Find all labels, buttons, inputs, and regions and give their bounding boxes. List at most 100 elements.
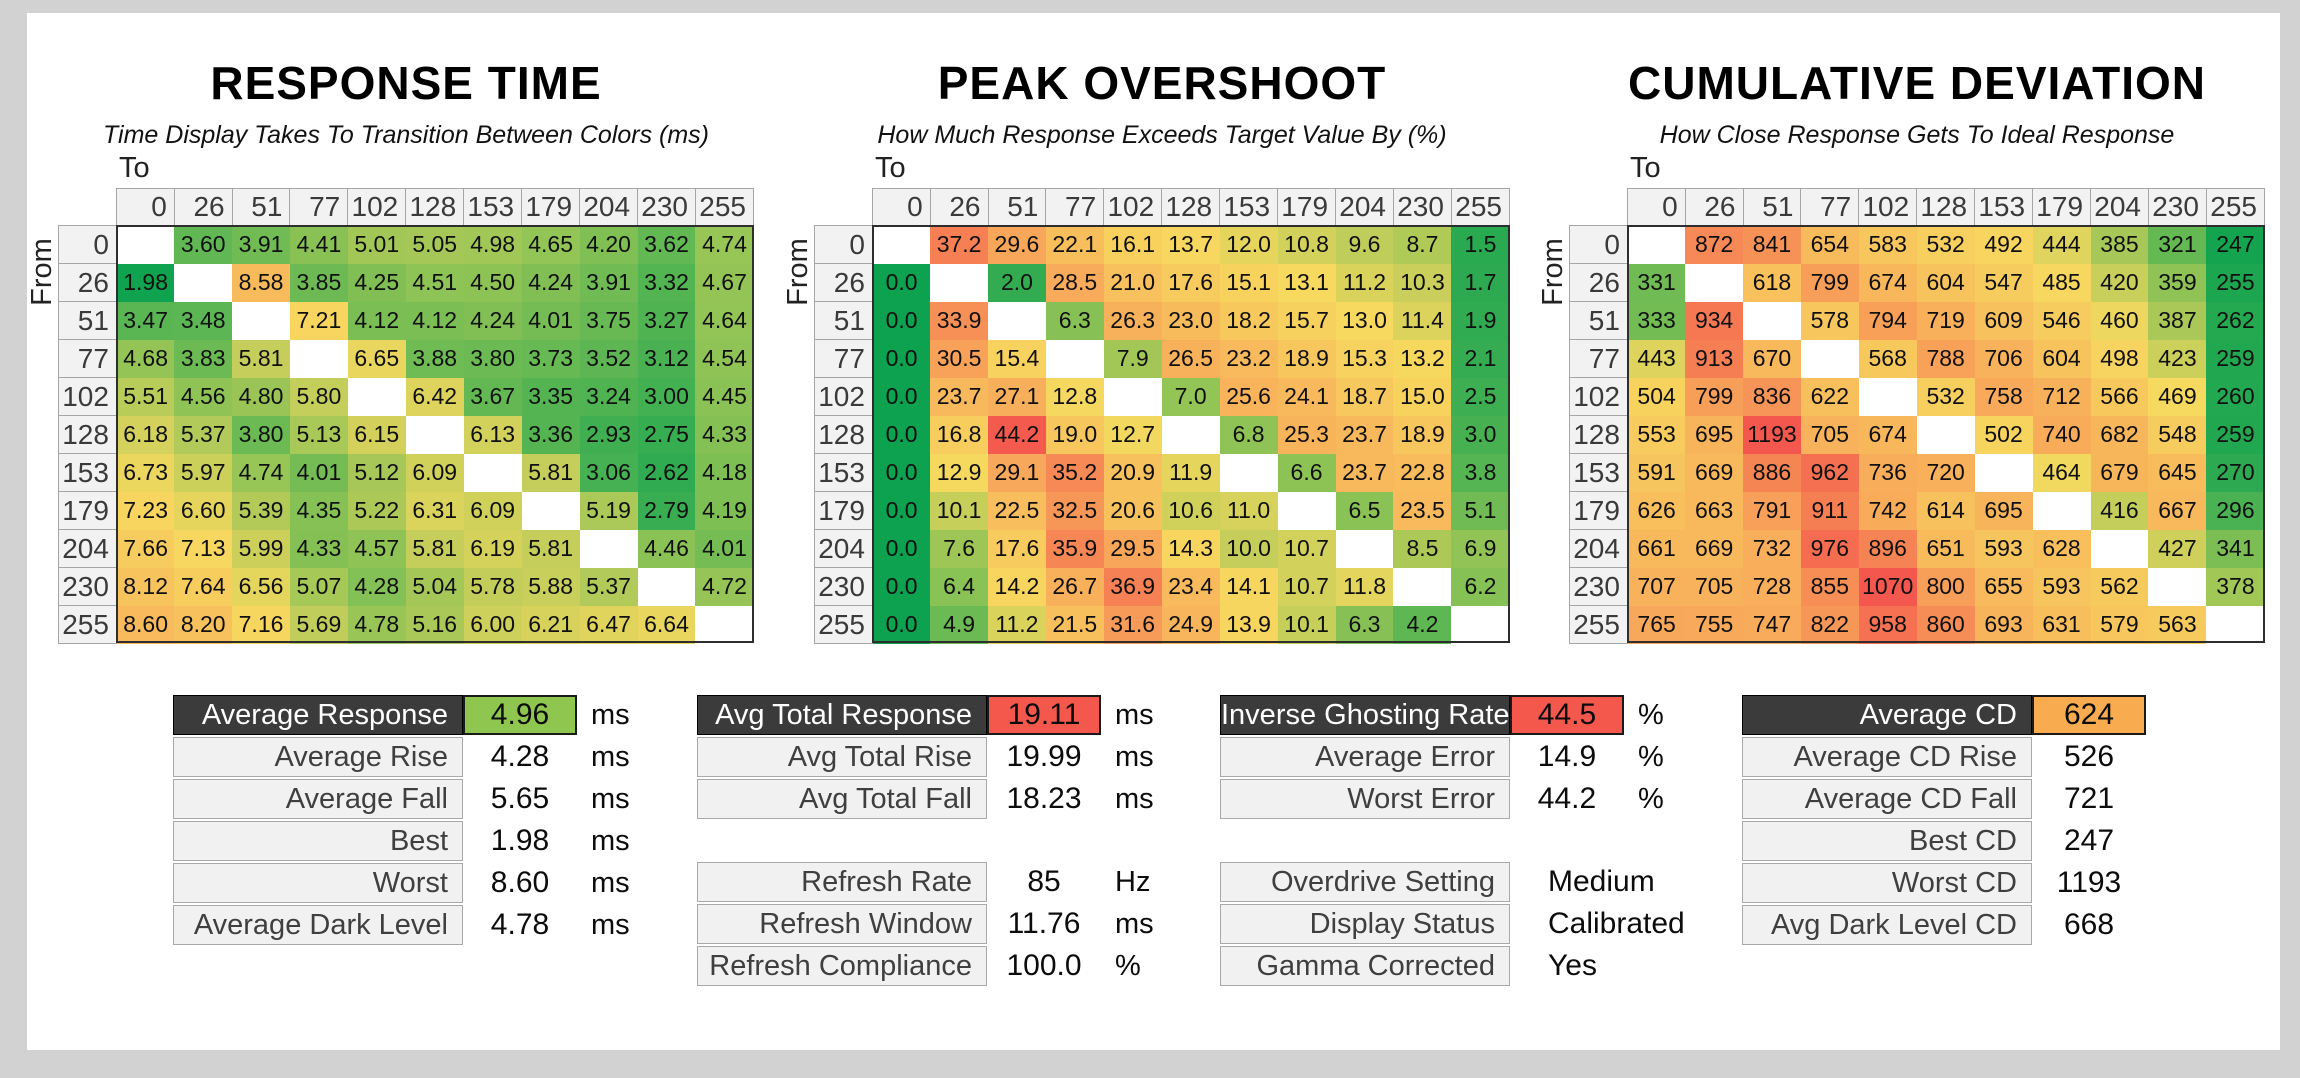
- heatmap-cell: 5.81: [521, 453, 580, 492]
- heatmap-cell: 23.0: [1161, 301, 1220, 340]
- heatmap-cell: [2090, 529, 2149, 568]
- heatmap-cell: 333: [1627, 301, 1686, 340]
- cd-summary-table: Average CD 624 Average CD Rise 526 Average C…: [1742, 695, 2146, 947]
- heatmap-cell: 841: [1743, 225, 1801, 264]
- heatmap-cell: 1.98: [116, 263, 175, 302]
- heatmap-cell: 3.83: [174, 339, 233, 378]
- heatmap-cell: 3.47: [116, 301, 175, 340]
- summary-value: Calibrated: [1548, 907, 1685, 940]
- heatmap-cell: 10.1: [930, 491, 989, 530]
- heatmap-cell: 416: [2090, 491, 2149, 530]
- heatmap-cell: [1161, 415, 1220, 454]
- heatmap-cell: 532: [1916, 377, 1975, 416]
- heatmap-cell: 593: [2032, 567, 2091, 606]
- heatmap-cell: 24.1: [1277, 377, 1336, 416]
- heatmap-cell: 800: [1916, 567, 1975, 606]
- heatmap-cell: [2148, 567, 2207, 606]
- col-header: 77: [1045, 188, 1105, 226]
- heatmap-cell: 6.3: [1335, 605, 1394, 644]
- heatmap-cell: 8.12: [116, 567, 175, 606]
- col-header: 230: [2147, 188, 2207, 226]
- heatmap-cell: 444: [2032, 225, 2091, 264]
- heatmap-cell: 7.16: [232, 605, 290, 644]
- heatmap-cell: [579, 529, 638, 568]
- settings-summary-table: Overdrive Setting Medium Display Status Cal…: [1220, 862, 1685, 988]
- heatmap-cell: 262: [2206, 301, 2265, 340]
- summary-label: Worst: [173, 863, 463, 903]
- row-header: 153: [814, 453, 873, 492]
- heatmap-cell: 705: [1800, 415, 1859, 454]
- summary-row: Average CD Rise 526: [1742, 737, 2146, 777]
- heatmap-cell: 29.5: [1103, 529, 1162, 568]
- heatmap-cell: 23.7: [930, 377, 989, 416]
- heatmap-cell: 758: [1974, 377, 2033, 416]
- summary-label: Avg Dark Level CD: [1742, 905, 2032, 945]
- row-header: 128: [814, 415, 873, 454]
- row-header: 204: [1569, 529, 1628, 568]
- to-axis-label: To: [119, 152, 150, 184]
- heatmap-cell: 423: [2148, 339, 2207, 378]
- corner-cell: [59, 189, 117, 226]
- heatmap-cell: 695: [1974, 491, 2033, 530]
- summary-value: 624: [2032, 695, 2146, 735]
- col-header: 51: [231, 188, 291, 226]
- heatmap-cell: 31.6: [1103, 605, 1162, 644]
- summary-unit: ms: [591, 783, 630, 815]
- row-header: 77: [814, 339, 873, 378]
- heatmap-cell: 667: [2148, 491, 2207, 530]
- col-header: 179: [1277, 188, 1337, 226]
- row-header: 77: [58, 339, 117, 378]
- heatmap-cell: 10.7: [1277, 567, 1336, 606]
- heatmap-cell: 626: [1627, 491, 1686, 530]
- heatmap-cell: 29.1: [988, 453, 1046, 492]
- col-header: 102: [1858, 188, 1918, 226]
- row-header: 255: [814, 605, 873, 644]
- heatmap-cell: 502: [1974, 415, 2033, 454]
- heatmap-cell: [1685, 263, 1744, 302]
- heatmap-cell: 1070: [1858, 567, 1917, 606]
- heatmap-cell: 1.7: [1451, 263, 1510, 302]
- heatmap-grid: 0 26 51 77 102 128 153 179 204 230 255 0 3.60 3.91 4.4…: [58, 188, 755, 644]
- heatmap-cell: 23.2: [1219, 339, 1278, 378]
- heatmap-cell: 5.12: [347, 453, 406, 492]
- heatmap-cell: 8.20: [174, 605, 233, 644]
- heatmap-cell: 35.9: [1045, 529, 1104, 568]
- heatmap-cell: 26.3: [1103, 301, 1162, 340]
- heatmap-cell: 10.3: [1393, 263, 1452, 302]
- summary-unit: ms: [1115, 783, 1154, 815]
- summary-label: Average Fall: [173, 779, 463, 819]
- heatmap-cell: 1.5: [1451, 225, 1510, 264]
- heatmap-cell: 860: [1916, 605, 1975, 644]
- heatmap-cell: 3.91: [579, 263, 638, 302]
- summary-row: Worst 8.60 ms: [173, 863, 630, 903]
- heatmap-cell: 321: [2148, 225, 2207, 264]
- heatmap-cell: 16.1: [1103, 225, 1162, 264]
- heatmap-cell: 26.5: [1161, 339, 1220, 378]
- heatmap-cell: [1045, 339, 1104, 378]
- cumulative-deviation-heatmap: 0 26 51 77 102 128 153 179 204 230 255 0 872 841 654 58…: [1569, 188, 2266, 644]
- heatmap-cell: 23.7: [1335, 415, 1394, 454]
- heatmap-cell: 12.8: [1045, 377, 1104, 416]
- heatmap-cell: 8.58: [232, 263, 290, 302]
- heatmap-cell: [174, 263, 233, 302]
- heatmap-cell: 260: [2206, 377, 2265, 416]
- heatmap-cell: 836: [1743, 377, 1801, 416]
- summary-value: 100.0: [1006, 949, 1082, 982]
- heatmap-cell: 548: [2148, 415, 2207, 454]
- heatmap-cell: 553: [1627, 415, 1686, 454]
- heatmap-cell: 5.19: [579, 491, 638, 530]
- heatmap-cell: [930, 263, 989, 302]
- heatmap-cell: 5.81: [521, 529, 580, 568]
- heatmap-cell: 469: [2148, 377, 2207, 416]
- heatmap-cell: 4.45: [695, 377, 754, 416]
- heatmap-cell: 546: [2032, 301, 2091, 340]
- heatmap-grid: 0 26 51 77 102 128 153 179 204 230 255 0 37.2 29.6 22.…: [814, 188, 1511, 644]
- heatmap-cell: 6.00: [463, 605, 522, 644]
- row-header: 102: [1569, 377, 1628, 416]
- heatmap-cell: 669: [1685, 529, 1744, 568]
- heatmap-cell: 7.0: [1161, 377, 1220, 416]
- heatmap-cell: 3.32: [637, 263, 696, 302]
- heatmap-cell: 14.3: [1161, 529, 1220, 568]
- from-axis-label: From: [26, 238, 58, 306]
- heatmap-cell: 11.2: [988, 605, 1046, 644]
